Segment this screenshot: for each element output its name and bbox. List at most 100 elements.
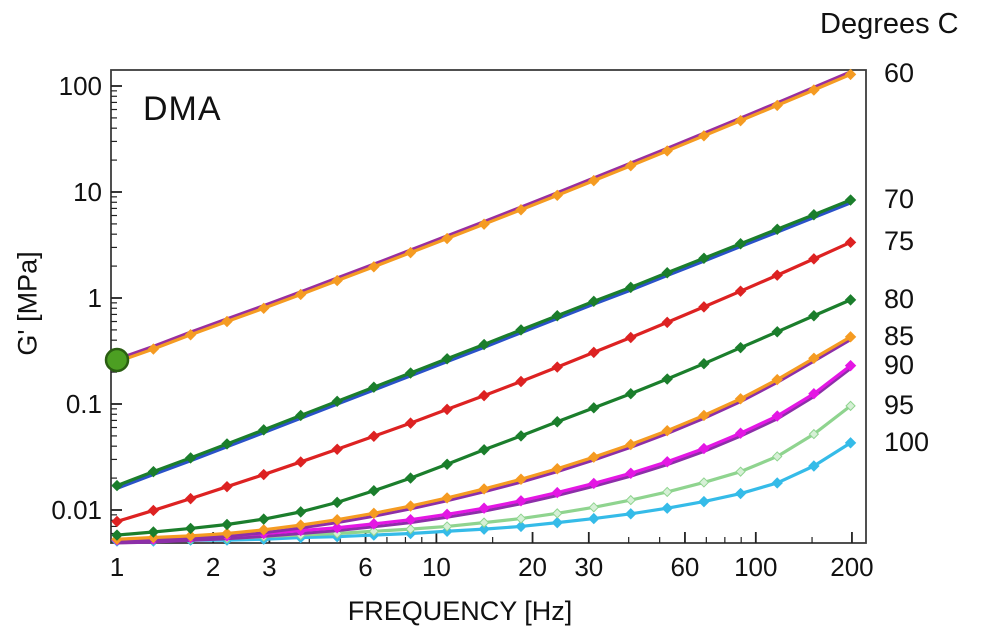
series-marker-70 [258,424,270,436]
x-tick-label: 60 [670,552,699,582]
series-marker-95 [662,486,673,498]
series-marker-90 [808,388,820,400]
series-marker-100 [515,520,527,533]
series-marker-85 [808,352,820,364]
y-tick-label: 100 [59,71,102,101]
series-marker-85 [184,530,197,542]
series-marker-100 [661,502,673,514]
series-marker-95 [772,451,783,462]
series-marker-90 [698,442,710,455]
y-tick-label: 0.1 [66,389,102,419]
series-marker-75 [184,492,197,505]
y-tick-label: 10 [73,177,102,207]
x-tick-label: 200 [830,552,873,582]
series-marker-100 [478,523,490,535]
series-marker-70 [368,381,380,393]
series-marker-80 [221,518,233,531]
series-marker-60 [184,329,197,341]
series-marker-85 [441,492,453,504]
series-marker-60 [295,288,307,301]
series-marker-70 [331,395,343,408]
series-line-80 [116,298,852,537]
series-marker-60 [441,232,453,245]
series-marker-60 [404,246,417,259]
series-marker-75 [111,515,123,528]
x-axis-label: FREQUENCY [Hz] [347,596,573,626]
series-marker-70 [184,452,197,464]
series-marker-75 [404,417,417,429]
series-marker-85 [404,500,417,512]
series-marker-60 [771,99,783,112]
series-marker-75 [331,443,343,455]
series-line-75 [116,240,852,523]
annotation-point [104,347,130,373]
legend-label-80: 80 [884,283,915,314]
series-marker-60 [698,130,710,142]
series-marker-70 [295,409,307,422]
series-marker-95 [698,477,710,488]
series-marker-80 [698,357,710,370]
series-marker-90 [734,427,747,439]
series-marker-70 [404,367,417,379]
series-marker-70 [478,338,490,351]
x-tick-label: 3 [262,552,276,582]
series-marker-95 [368,526,380,537]
series-marker-70 [441,353,453,365]
series-marker-95 [845,400,856,412]
series-marker-60 [478,218,490,230]
series-marker-75 [808,253,820,265]
legend-label-70: 70 [884,184,915,215]
series-marker-60 [515,204,527,216]
series-marker-85 [331,513,343,526]
series-marker-80 [184,522,197,535]
series-marker-60 [588,174,600,187]
series-marker-100 [625,508,637,520]
legend-label-85: 85 [884,320,915,351]
series-marker-100 [808,460,820,472]
series-marker-70 [698,252,710,264]
series-marker-60 [258,302,270,314]
series-marker-80 [551,416,563,428]
series-marker-80 [771,326,783,338]
series-marker-95 [441,521,453,532]
series-marker-75 [625,331,637,344]
series-marker-60 [147,343,160,355]
series-marker-75 [661,316,673,329]
series-marker-90 [661,456,673,468]
series-marker-75 [441,403,453,416]
series-marker-90 [515,495,527,507]
series-marker-70 [844,194,857,206]
series-marker-90 [331,522,343,534]
legend-label-75: 75 [884,226,915,257]
series-marker-60 [734,114,747,127]
series-marker-85 [698,409,710,422]
series-marker-85 [221,527,233,540]
series-marker-95 [515,513,527,524]
series-marker-80 [331,496,343,509]
x-tick-label: 10 [422,552,451,582]
series-marker-90 [551,486,563,499]
series-marker-80 [844,294,857,306]
series-marker-90 [844,359,857,372]
x-tick-label: 1 [110,552,124,582]
series-marker-80 [295,506,307,518]
series-marker-60 [808,84,820,96]
series-marker-95 [478,517,490,528]
series-marker-60 [844,68,857,81]
series-marker-75 [478,389,490,402]
series-marker-75 [844,236,857,249]
series-marker-100 [588,512,600,525]
series-marker-80 [661,373,673,385]
series-marker-85 [258,524,270,536]
series-marker-70 [661,267,673,279]
series-marker-75 [368,430,380,442]
series-marker-80 [441,458,453,470]
series-marker-70 [551,310,563,322]
series-marker-85 [551,463,563,475]
series-marker-85 [295,519,307,531]
series-marker-70 [588,295,600,308]
series-marker-85 [515,473,527,485]
series-marker-85 [478,483,490,495]
series-marker-70 [625,281,637,294]
